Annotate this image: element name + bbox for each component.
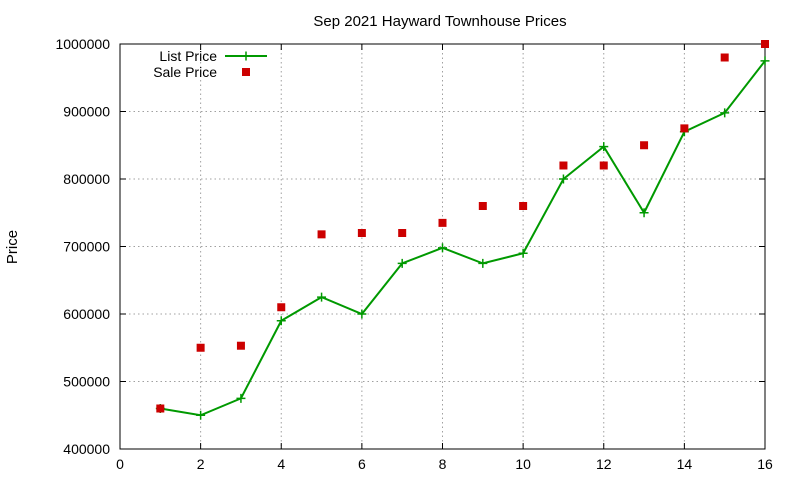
- list-price-point: [558, 174, 568, 184]
- y-axis-label: Price: [4, 230, 21, 264]
- list-price-point: [518, 248, 528, 258]
- list-price-point: [317, 292, 327, 302]
- series-layer: [155, 40, 770, 420]
- sale-price-point: [317, 230, 326, 239]
- list-price-line: [160, 60, 766, 417]
- sale-price-point: [357, 229, 366, 237]
- x-tick-label: 14: [677, 456, 693, 472]
- plot-frame: [119, 43, 766, 450]
- x-tick-label: 12: [596, 456, 612, 472]
- legend-marker: [241, 51, 251, 61]
- list-price-point: [639, 208, 649, 218]
- y-tick-label: 800000: [63, 171, 110, 187]
- sale-price-point: [519, 202, 528, 210]
- list-price-point: [720, 108, 730, 118]
- y-tick-label: 600000: [63, 306, 110, 322]
- y-tick-label: 900000: [63, 104, 110, 120]
- list-price-point: [599, 142, 609, 152]
- y-tick-label: 400000: [63, 441, 110, 457]
- sale-price-point: [277, 303, 286, 312]
- list-price-point: [357, 309, 367, 319]
- sale-price-point: [640, 141, 649, 150]
- legend-marker: [242, 68, 250, 76]
- sale-price-point: [438, 218, 447, 227]
- axes: 0 2 4 6 8 10 12 14 16 400000 500000 600000 700000 800…: [55, 36, 773, 472]
- sale-price-point: [196, 343, 205, 352]
- series-list-price: [155, 56, 770, 420]
- sale-price-point: [478, 202, 487, 210]
- series-sale-price: [156, 40, 769, 413]
- sale-price-point: [720, 53, 729, 62]
- x-tick-label: 2: [197, 456, 205, 472]
- list-price-point: [478, 258, 488, 268]
- grid: [120, 44, 765, 449]
- sale-price-point: [398, 229, 407, 237]
- sale-price-point: [559, 161, 568, 170]
- x-tick-label: 4: [277, 456, 285, 472]
- y-tick-label: 1000000: [55, 36, 110, 52]
- list-price-point: [760, 56, 770, 66]
- sale-price-point: [236, 341, 245, 350]
- x-tick-label: 10: [515, 456, 531, 472]
- sale-price-point: [680, 124, 689, 133]
- sale-price-point: [761, 40, 769, 48]
- chart-title: Sep 2021 Hayward Townhouse Prices: [313, 13, 566, 30]
- legend-label: Sale Price: [153, 64, 217, 80]
- sale-price-point: [599, 161, 608, 170]
- list-price-point: [236, 393, 246, 403]
- x-tick-label: 16: [757, 456, 773, 472]
- list-price-point: [397, 258, 407, 268]
- y-tick-label: 700000: [63, 239, 110, 255]
- x-tick-label: 8: [439, 456, 447, 472]
- list-price-point: [196, 410, 206, 420]
- list-price-point: [276, 316, 286, 326]
- sale-price-point: [156, 404, 165, 413]
- x-tick-label: 0: [116, 456, 124, 472]
- legend-label: List Price: [159, 48, 217, 64]
- list-price-point: [438, 243, 447, 253]
- y-tick-label: 500000: [63, 374, 110, 390]
- x-tick-label: 6: [358, 456, 366, 472]
